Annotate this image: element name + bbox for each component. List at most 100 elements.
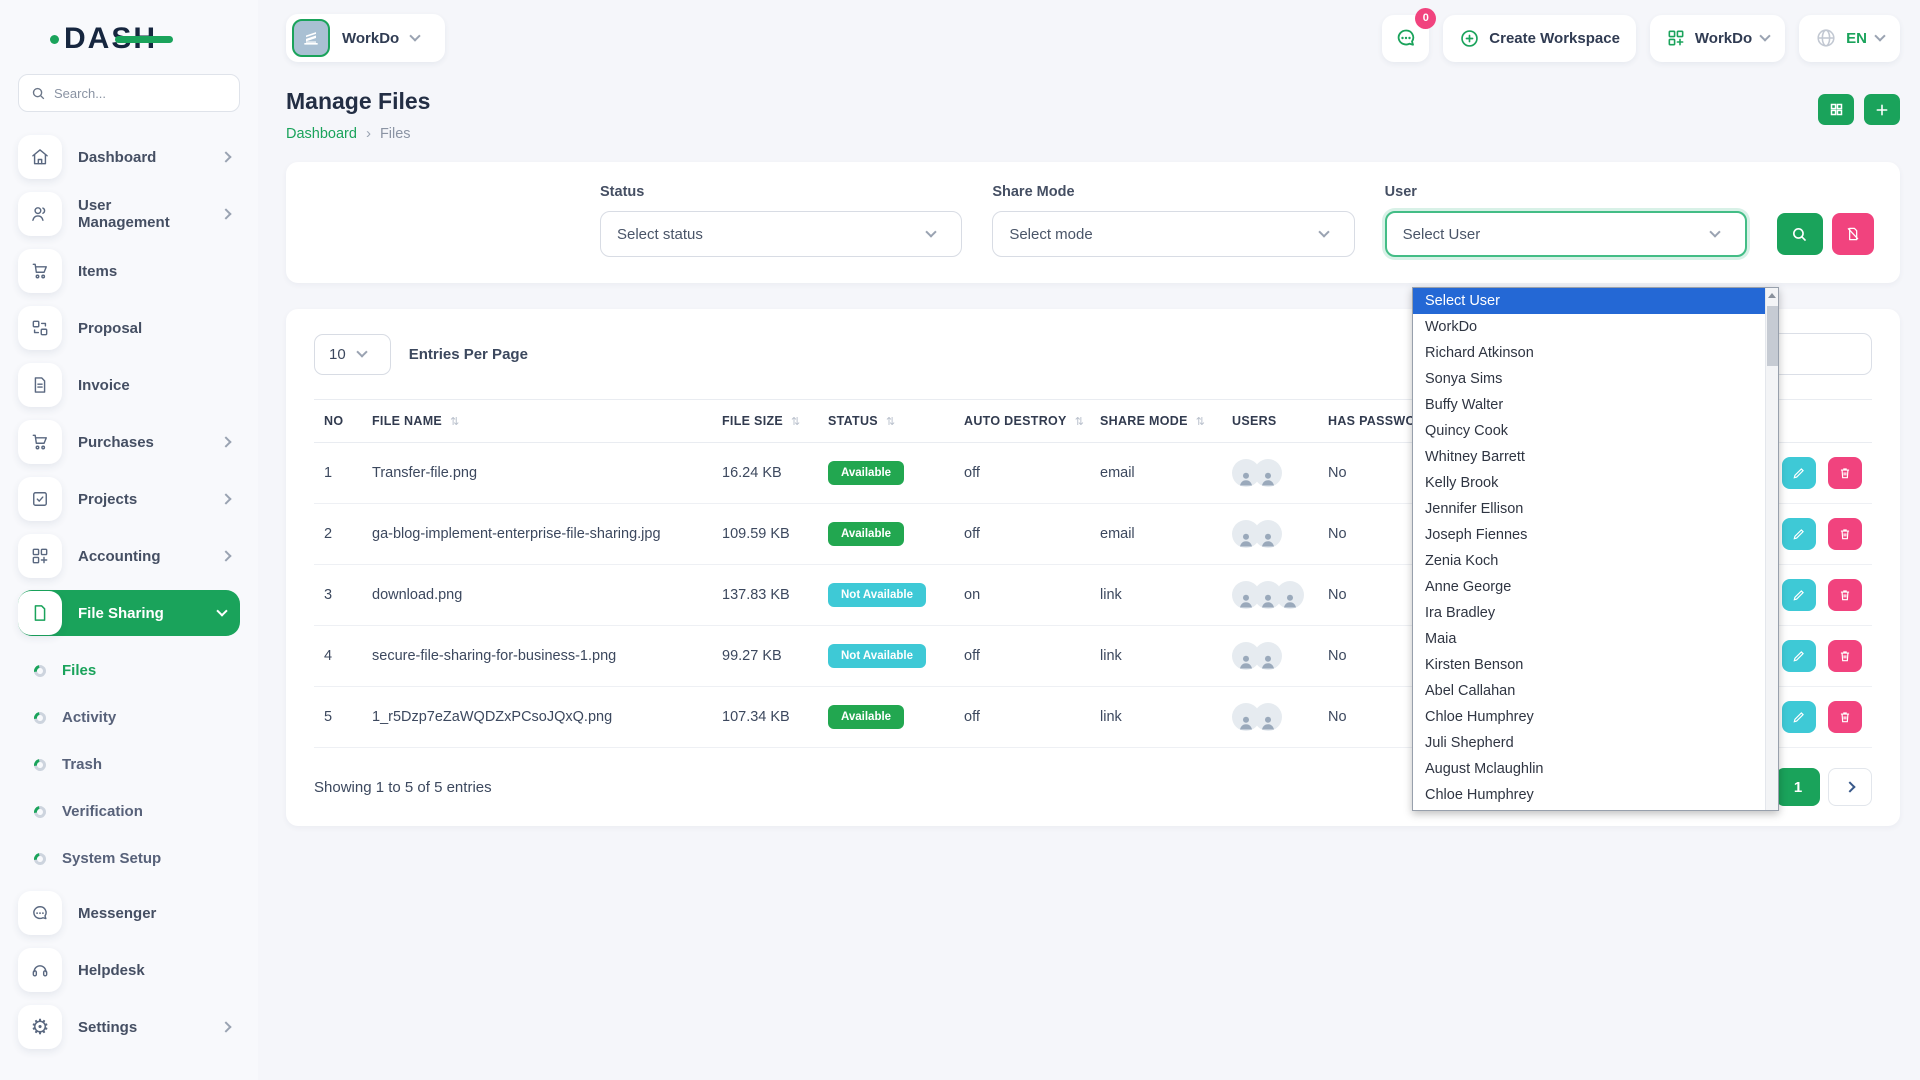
create-workspace-button[interactable]: Create Workspace bbox=[1443, 15, 1636, 62]
trash-icon bbox=[1838, 588, 1852, 602]
check-square-icon bbox=[18, 477, 62, 521]
user-select-value: Select User bbox=[1403, 226, 1481, 243]
sidebar-item-proposal[interactable]: Proposal bbox=[18, 305, 240, 351]
sidebar-item-settings[interactable]: ⚙ Settings bbox=[18, 1004, 240, 1050]
dropdown-option[interactable]: Richard Atkinson bbox=[1413, 340, 1778, 366]
dropdown-option[interactable]: Quincy Cook bbox=[1413, 418, 1778, 444]
dropdown-option[interactable]: Anne George bbox=[1413, 574, 1778, 600]
sidebar-subitem-activity[interactable]: Activity bbox=[18, 694, 240, 741]
delete-button[interactable] bbox=[1828, 518, 1862, 550]
dropdown-option[interactable]: Ira Bradley bbox=[1413, 600, 1778, 626]
delete-button[interactable] bbox=[1828, 457, 1862, 489]
chevron-down-icon bbox=[1318, 226, 1329, 237]
dropdown-option[interactable]: Whitney Barrett bbox=[1413, 444, 1778, 470]
sidebar-item-user-management[interactable]: User Management bbox=[18, 191, 240, 237]
col-auto-destroy[interactable]: AUTO DESTROY⇅ bbox=[954, 400, 1090, 443]
workspace-selector[interactable]: WorkDo bbox=[286, 14, 445, 62]
sidebar-subitem-verification[interactable]: Verification bbox=[18, 788, 240, 835]
breadcrumb-separator-icon: › bbox=[366, 125, 371, 142]
brand-logo: DASH bbox=[64, 22, 157, 56]
sidebar-item-messenger[interactable]: Messenger bbox=[18, 890, 240, 936]
chevron-right-icon bbox=[220, 493, 231, 504]
breadcrumb-dashboard-link[interactable]: Dashboard bbox=[286, 126, 357, 142]
share-mode-select[interactable]: Select mode bbox=[992, 211, 1354, 257]
edit-button[interactable] bbox=[1782, 457, 1816, 489]
sidebar-item-file-sharing[interactable]: File Sharing bbox=[18, 590, 240, 636]
grid-view-button[interactable] bbox=[1818, 94, 1854, 125]
sidebar-item-dashboard[interactable]: Dashboard bbox=[18, 134, 240, 180]
dropdown-option[interactable]: Buffy Walter bbox=[1413, 392, 1778, 418]
col-file-name[interactable]: FILE NAME⇅ bbox=[362, 400, 712, 443]
dropdown-option[interactable]: Jennifer Ellison bbox=[1413, 496, 1778, 522]
user-avatars bbox=[1232, 642, 1308, 670]
dropdown-scrollbar[interactable] bbox=[1765, 288, 1778, 810]
sidebar-search[interactable] bbox=[18, 74, 240, 112]
scroll-up-icon[interactable] bbox=[1766, 288, 1778, 302]
sidebar-item-purchases[interactable]: Purchases bbox=[18, 419, 240, 465]
page-number-button[interactable]: 1 bbox=[1776, 768, 1820, 806]
dropdown-option[interactable]: Joseph Fiennes bbox=[1413, 522, 1778, 548]
dropdown-option[interactable]: Sonya Sims bbox=[1413, 366, 1778, 392]
sidebar-item-items[interactable]: Items bbox=[18, 248, 240, 294]
dropdown-option[interactable]: Maia bbox=[1413, 626, 1778, 652]
dropdown-option[interactable]: Chloe Humphrey bbox=[1413, 782, 1778, 808]
col-users[interactable]: USERS bbox=[1222, 400, 1318, 443]
col-no[interactable]: NO bbox=[314, 400, 362, 443]
cell-file-size: 99.27 KB bbox=[712, 626, 818, 687]
dropdown-option[interactable]: Juli Shepherd bbox=[1413, 730, 1778, 756]
sidebar-item-accounting[interactable]: Accounting bbox=[18, 533, 240, 579]
plus-icon bbox=[1874, 102, 1890, 118]
bullet-icon bbox=[32, 709, 49, 726]
dropdown-option[interactable]: Kelly Brook bbox=[1413, 470, 1778, 496]
sidebar-subitem-files[interactable]: Files bbox=[18, 647, 240, 694]
delete-button[interactable] bbox=[1828, 579, 1862, 611]
add-file-button[interactable] bbox=[1864, 94, 1900, 125]
edit-button[interactable] bbox=[1782, 579, 1816, 611]
workspace-building-icon bbox=[292, 19, 330, 57]
scrollbar-thumb[interactable] bbox=[1767, 306, 1778, 366]
search-input[interactable] bbox=[54, 86, 227, 101]
breadcrumb: Dashboard › Files bbox=[286, 125, 430, 142]
delete-button[interactable] bbox=[1828, 701, 1862, 733]
sidebar-item-label: User Management bbox=[78, 197, 206, 231]
sidebar-item-projects[interactable]: Projects bbox=[18, 476, 240, 522]
dropdown-option[interactable]: WorkDo bbox=[1413, 314, 1778, 340]
sidebar-subitem-trash[interactable]: Trash bbox=[18, 741, 240, 788]
edit-button[interactable] bbox=[1782, 518, 1816, 550]
col-status[interactable]: STATUS⇅ bbox=[818, 400, 954, 443]
col-share-mode[interactable]: SHARE MODE⇅ bbox=[1090, 400, 1222, 443]
user-select[interactable]: Select User bbox=[1385, 211, 1747, 257]
delete-button[interactable] bbox=[1828, 640, 1862, 672]
share-mode-field: Share Mode Select mode bbox=[992, 184, 1354, 257]
sidebar-subitem-system-setup[interactable]: System Setup bbox=[18, 835, 240, 882]
dropdown-option[interactable]: Chloe Humphrey bbox=[1413, 704, 1778, 730]
subitem-label: System Setup bbox=[62, 850, 161, 867]
pencil-icon bbox=[1792, 466, 1806, 480]
next-page-button[interactable] bbox=[1828, 768, 1872, 806]
col-file-size[interactable]: FILE SIZE⇅ bbox=[712, 400, 818, 443]
status-select[interactable]: Select status bbox=[600, 211, 962, 257]
entries-per-page-select[interactable]: 10 bbox=[314, 334, 391, 375]
edit-button[interactable] bbox=[1782, 640, 1816, 672]
reset-filter-button[interactable] bbox=[1832, 213, 1874, 255]
share-mode-label: Share Mode bbox=[992, 184, 1354, 200]
messages-button[interactable]: 0 bbox=[1382, 15, 1429, 62]
account-menu[interactable]: WorkDo bbox=[1650, 15, 1785, 62]
language-selector[interactable]: EN bbox=[1799, 15, 1900, 62]
invoice-icon bbox=[18, 363, 62, 407]
bullet-icon bbox=[32, 756, 49, 773]
dropdown-option[interactable]: Kirsten Benson bbox=[1413, 652, 1778, 678]
cell-file-size: 109.59 KB bbox=[712, 504, 818, 565]
status-select-value: Select status bbox=[617, 226, 703, 243]
dropdown-option[interactable]: Abel Callahan bbox=[1413, 678, 1778, 704]
dropdown-option[interactable]: Zenia Koch bbox=[1413, 548, 1778, 574]
dropdown-option[interactable]: August Mclaughlin bbox=[1413, 756, 1778, 782]
sidebar-item-helpdesk[interactable]: Helpdesk bbox=[18, 947, 240, 993]
edit-button[interactable] bbox=[1782, 701, 1816, 733]
grid-icon bbox=[1829, 102, 1844, 117]
filter-actions bbox=[1777, 213, 1874, 257]
search-icon bbox=[1791, 226, 1808, 243]
apply-filter-button[interactable] bbox=[1777, 213, 1823, 255]
dropdown-option[interactable]: Select User bbox=[1413, 288, 1778, 314]
sidebar-item-invoice[interactable]: Invoice bbox=[18, 362, 240, 408]
